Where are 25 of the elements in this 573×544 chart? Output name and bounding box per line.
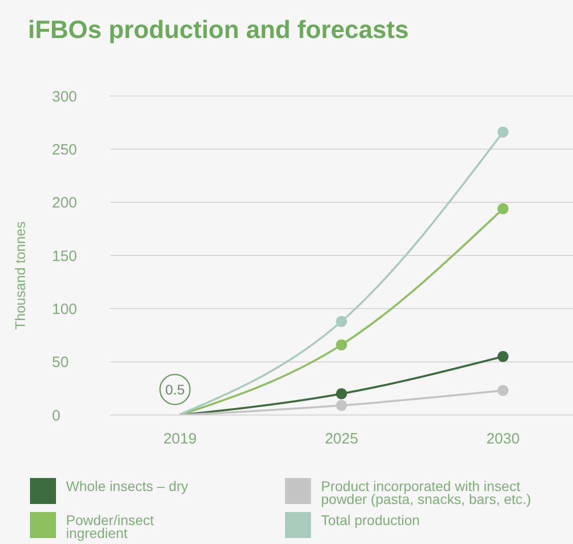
- legend-label: Powder/insect ingredient: [66, 512, 155, 541]
- x-tick-label: 2025: [324, 430, 358, 448]
- y-tick-label: 0: [52, 407, 60, 424]
- y-tick-label: 50: [52, 354, 69, 372]
- y-tick-label: 250: [52, 141, 78, 158]
- chart-title: iFBOs production and forecasts: [28, 16, 409, 45]
- y-axis-title: Thousand tonnes: [12, 221, 28, 330]
- annotation: 0.5: [165, 381, 185, 398]
- x-tick-label: 2030: [486, 430, 520, 448]
- point: [336, 339, 347, 350]
- x-tick-label: 2019: [163, 430, 197, 448]
- point: [498, 203, 508, 214]
- point: [336, 400, 347, 411]
- point: [336, 388, 347, 400]
- y-tick-label: 150: [52, 248, 78, 265]
- point: [498, 385, 508, 396]
- legend-label: Total production: [321, 512, 421, 528]
- legend-label: Whole insects – dry: [66, 478, 190, 494]
- point: [336, 316, 347, 327]
- point: [498, 351, 508, 362]
- y-tick-label: 100: [52, 300, 78, 318]
- y-tick-label: 300: [52, 88, 78, 106]
- legend-label: Product incorporated with insect powder (pasta, snacks, bars, etc.): [321, 478, 532, 507]
- point: [498, 126, 508, 138]
- y-tick-label: 200: [52, 194, 78, 212]
